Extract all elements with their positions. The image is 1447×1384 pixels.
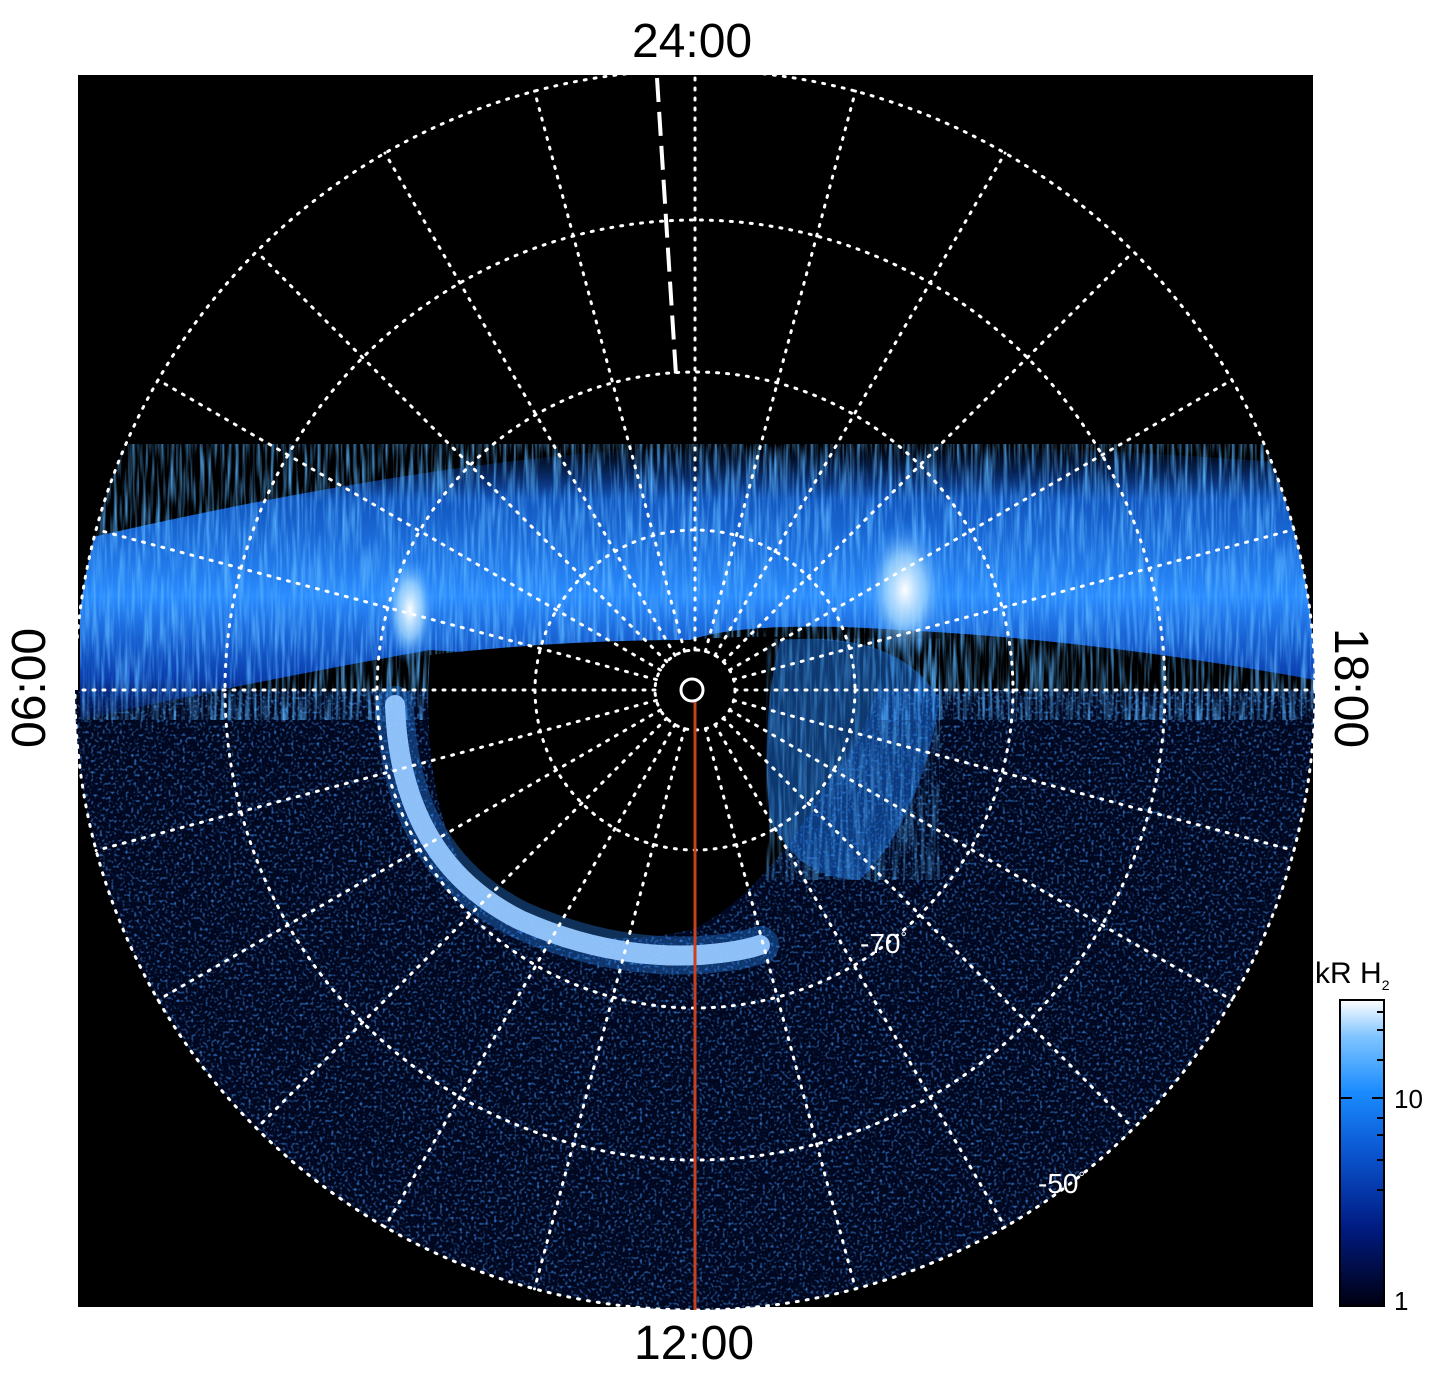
main-oval-arc-glow [376, 686, 779, 975]
meridian-line [732, 528, 1296, 682]
meridian-line [721, 250, 1135, 664]
meridian-line [156, 708, 662, 1002]
meridian-line [728, 708, 1234, 1002]
polar-dark-region [428, 636, 880, 939]
meridian-line [533, 89, 687, 653]
bright-spot-dawn [385, 555, 435, 665]
meridian-line [721, 716, 1135, 1130]
colorbar-title: kR H2 [1315, 957, 1390, 993]
meridian-line [383, 723, 677, 1229]
meridian-line [732, 698, 1296, 852]
meridian-line [713, 151, 1007, 657]
meridian-line [383, 151, 677, 657]
midnight-dashed-line [655, 77, 678, 376]
lt-label-noon: 12:00 [634, 1317, 755, 1370]
meridian-line [94, 698, 658, 852]
meridian-line [156, 378, 662, 672]
main-oval-arc [385, 695, 770, 966]
meridian-line [255, 250, 669, 664]
latitude-label-50: -50° [1038, 1168, 1085, 1199]
colorbar [1339, 999, 1385, 1307]
meridian-line [703, 727, 857, 1291]
lt-label-dawn: 06:00 [3, 627, 56, 748]
meridian-line [713, 723, 1007, 1229]
meridian-line [533, 727, 687, 1291]
meridian-line [255, 716, 669, 1130]
lt-label-dusk: 18:00 [1324, 628, 1377, 749]
auroral-band-streaks [80, 444, 1315, 720]
colorbar-tick-1: 1 [1394, 1286, 1409, 1316]
colorbar-tick-10: 10 [1394, 1084, 1423, 1114]
meridian-line [728, 378, 1234, 672]
meridian-line [94, 528, 658, 682]
bright-spot-dusk [865, 520, 945, 660]
colorbar-ticks [1340, 1011, 1384, 1191]
meridian-grid [73, 68, 1317, 1312]
latitude-label-70: -70° [860, 928, 907, 959]
pole-marker [679, 677, 705, 703]
dusk-diffuse-streaks [766, 638, 940, 880]
meridian-line [703, 89, 857, 653]
lt-label-midnight: 24:00 [632, 15, 753, 68]
